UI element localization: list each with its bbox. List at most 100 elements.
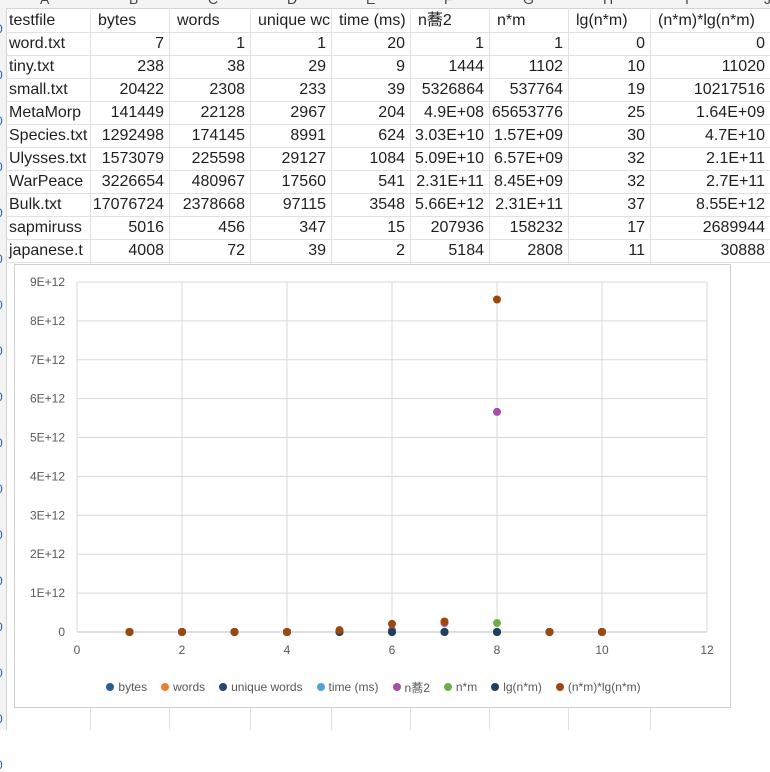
data-cell[interactable]: 0 — [756, 35, 765, 52]
data-cell[interactable]: 17076724 — [92, 196, 164, 213]
data-cell[interactable]: 541 — [378, 173, 405, 190]
data-cell[interactable]: 1573079 — [101, 150, 164, 167]
data-cell[interactable]: 29127 — [281, 150, 327, 167]
row-label-cell[interactable]: japanese.t — [9, 242, 83, 259]
row-label-cell[interactable]: Species.txt — [9, 127, 88, 144]
legend-entry[interactable]: unique words — [219, 680, 303, 694]
data-cell[interactable]: 480967 — [191, 173, 245, 190]
legend-entry[interactable]: n蕎2 — [392, 679, 430, 696]
row-number[interactable]: 0 — [0, 160, 6, 174]
row-number[interactable]: 0 — [0, 758, 6, 772]
data-cell[interactable]: 5.66E+12 — [415, 196, 484, 213]
data-cell[interactable]: 5184 — [448, 242, 484, 259]
data-cell[interactable]: 2308 — [209, 81, 245, 98]
data-cell[interactable]: 233 — [299, 81, 326, 98]
data-cell[interactable]: 11 — [628, 242, 645, 259]
row-number[interactable]: 0 — [0, 252, 6, 266]
data-cell[interactable]: 19 — [627, 81, 645, 98]
row-label-cell[interactable]: Bulk.txt — [9, 196, 62, 213]
row-label-cell[interactable]: tiny.txt — [9, 58, 55, 75]
data-cell[interactable]: 17560 — [281, 173, 327, 190]
legend-entry[interactable]: time (ms) — [316, 680, 379, 694]
data-cell[interactable]: 2808 — [527, 242, 563, 259]
row-number[interactable]: 0 — [0, 298, 6, 312]
data-cell[interactable]: 1 — [236, 35, 245, 52]
data-cell[interactable]: 1.57E+09 — [494, 127, 563, 144]
chart-legend[interactable]: bytes words unique words time (ms) n蕎2 n*m lg(… — [15, 677, 732, 697]
data-cell[interactable]: 32 — [627, 150, 645, 167]
data-cell[interactable]: 238 — [137, 58, 164, 75]
column-letter[interactable]: F — [444, 0, 453, 7]
data-cell[interactable]: 1.64E+09 — [696, 104, 765, 121]
row-number[interactable]: 0 — [0, 620, 6, 634]
column-letter[interactable]: G — [523, 0, 534, 7]
data-cell[interactable]: 37 — [627, 196, 645, 213]
data-cell[interactable]: 204 — [378, 104, 405, 121]
column-header-cell[interactable]: time (ms) — [339, 12, 406, 29]
data-cell[interactable]: 2689944 — [702, 219, 765, 236]
data-cell[interactable]: 11020 — [721, 58, 765, 75]
row-number[interactable]: 0 — [0, 114, 6, 128]
data-cell[interactable]: 1 — [475, 35, 484, 52]
row-number[interactable]: 0 — [0, 482, 6, 496]
column-header-cell[interactable]: unique wc — [258, 12, 331, 29]
data-cell[interactable]: 32 — [627, 173, 645, 190]
legend-entry[interactable]: (n*m)*lg(n*m) — [555, 680, 641, 694]
data-cell[interactable]: 38 — [227, 58, 245, 75]
data-cell[interactable]: 20422 — [119, 81, 165, 98]
data-cell[interactable]: 1084 — [369, 150, 405, 167]
column-header-cell[interactable]: n蕎2 — [418, 12, 452, 29]
data-cell[interactable]: 15 — [387, 219, 405, 236]
data-cell[interactable]: 1292498 — [101, 127, 164, 144]
data-cell[interactable]: 2.31E+11 — [495, 196, 563, 213]
row-label-cell[interactable]: MetaMorp — [9, 104, 82, 121]
data-cell[interactable]: 8991 — [290, 127, 326, 144]
row-number[interactable]: 0 — [0, 206, 6, 220]
data-cell[interactable]: 1 — [317, 35, 326, 52]
data-cell[interactable]: 4.9E+08 — [423, 104, 484, 121]
row-label-cell[interactable]: sapmiruss — [9, 219, 82, 236]
data-cell[interactable]: 207936 — [430, 219, 484, 236]
data-cell[interactable]: 2.7E+11 — [706, 173, 765, 190]
data-cell[interactable]: 2.1E+11 — [706, 150, 765, 167]
legend-entry[interactable]: words — [161, 680, 205, 694]
column-header-cell[interactable]: bytes — [98, 12, 137, 29]
data-cell[interactable]: 2967 — [290, 104, 326, 121]
row-number[interactable]: 0 — [0, 436, 6, 450]
data-cell[interactable]: 5326864 — [421, 81, 484, 98]
row-label-cell[interactable]: small.txt — [9, 81, 68, 98]
data-cell[interactable]: 158232 — [509, 219, 563, 236]
data-cell[interactable]: 97115 — [282, 196, 326, 213]
data-cell[interactable]: 141449 — [110, 104, 164, 121]
data-cell[interactable]: 29 — [308, 58, 326, 75]
data-cell[interactable]: 25 — [627, 104, 645, 121]
column-header-cell[interactable]: (n*m)*lg(n*m) — [658, 12, 755, 29]
data-cell[interactable]: 1 — [554, 35, 563, 52]
data-cell[interactable]: 30 — [627, 127, 645, 144]
data-cell[interactable]: 30888 — [720, 242, 766, 259]
data-cell[interactable]: 4.7E+10 — [704, 127, 765, 144]
row-number[interactable]: 0 — [0, 574, 6, 588]
row-label-cell[interactable]: Ulysses.txt — [9, 150, 87, 167]
column-letter[interactable]: A — [40, 0, 49, 7]
data-cell[interactable]: 8.45E+09 — [494, 173, 563, 190]
data-cell[interactable]: 17 — [627, 219, 645, 236]
data-cell[interactable]: 537764 — [509, 81, 563, 98]
column-header-cell[interactable]: lg(n*m) — [576, 12, 628, 29]
data-cell[interactable]: 7 — [155, 35, 164, 52]
column-header-cell[interactable]: words — [177, 12, 220, 29]
legend-entry[interactable]: lg(n*m) — [491, 680, 542, 694]
data-cell[interactable]: 5.09E+10 — [415, 150, 484, 167]
column-header-cell[interactable]: n*m — [497, 12, 526, 29]
row-label-cell[interactable]: WarPeace — [9, 173, 84, 190]
column-letter[interactable]: J — [764, 0, 770, 7]
row-number[interactable]: 0 — [0, 68, 6, 82]
data-cell[interactable]: 456 — [218, 219, 245, 236]
data-cell[interactable]: 22128 — [200, 104, 246, 121]
data-cell[interactable]: 3.03E+10 — [415, 127, 484, 144]
row-number[interactable]: 0 — [0, 712, 6, 726]
data-cell[interactable]: 39 — [308, 242, 326, 259]
data-cell[interactable]: 8.55E+12 — [696, 196, 765, 213]
data-cell[interactable]: 174145 — [191, 127, 245, 144]
data-cell[interactable]: 3548 — [369, 196, 405, 213]
